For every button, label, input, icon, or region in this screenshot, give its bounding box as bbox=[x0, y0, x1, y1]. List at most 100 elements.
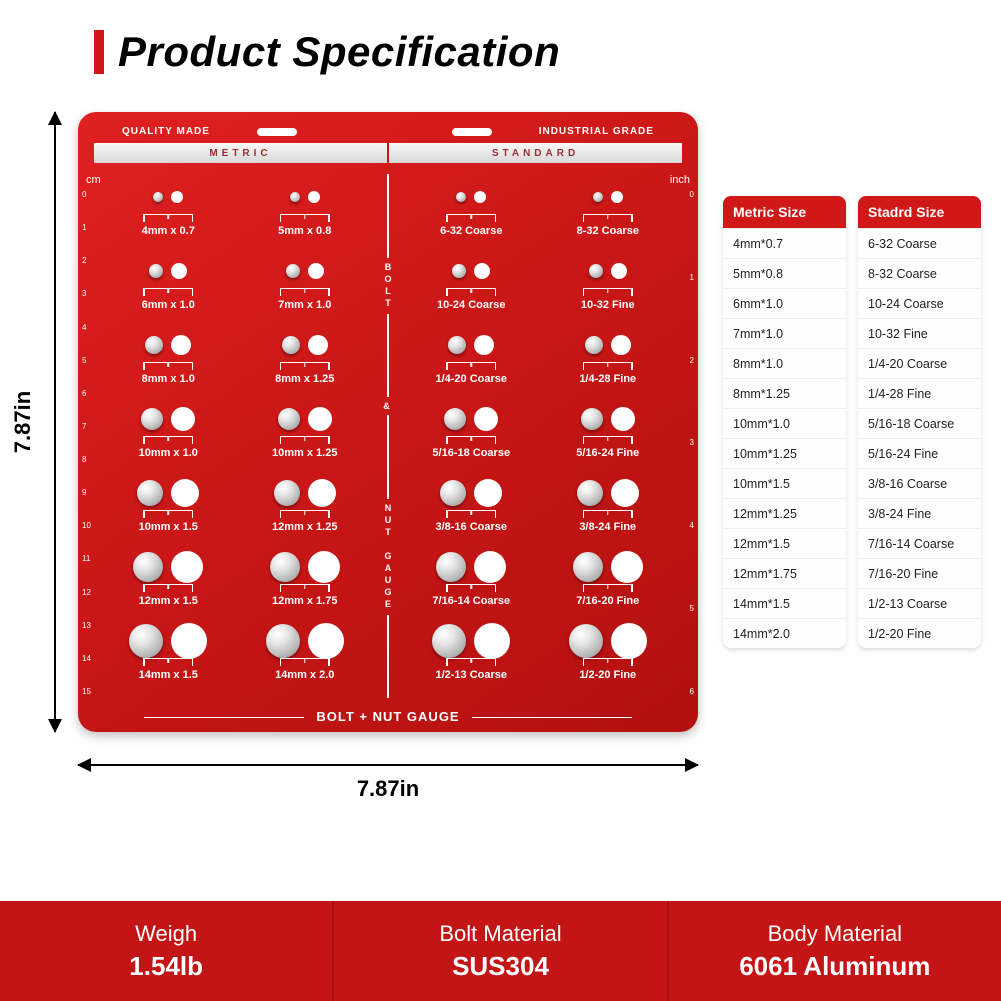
bolt-head bbox=[593, 192, 603, 202]
gauge-cell: 6mm x 1.0 bbox=[100, 252, 237, 326]
table-row: 5mm*0.8 bbox=[723, 258, 846, 288]
standard-table-header: Stadrd Size bbox=[858, 196, 981, 228]
ruler-tick-cm: 15 bbox=[82, 687, 96, 696]
ruler-tick-in: 2 bbox=[680, 356, 694, 365]
gauge-cell: 6-32 Coarse bbox=[403, 178, 540, 252]
specs-bar: Weigh 1.54lb Bolt Material SUS304 Body M… bbox=[0, 901, 1001, 1001]
bolt-head bbox=[577, 480, 603, 506]
ruler-tick-in: 1 bbox=[680, 273, 694, 282]
band-metric: METRIC bbox=[94, 143, 389, 163]
table-row: 7mm*1.0 bbox=[723, 318, 846, 348]
table-row: 1/2-13 Coarse bbox=[858, 588, 981, 618]
gauge-cell: 10-24 Coarse bbox=[403, 252, 540, 326]
size-tick bbox=[446, 658, 496, 668]
gauge-cell: 10mm x 1.25 bbox=[237, 400, 374, 474]
nut-hole bbox=[171, 191, 183, 203]
gauge-cell: 5/16-18 Coarse bbox=[403, 400, 540, 474]
spec-bolt-value: SUS304 bbox=[452, 951, 549, 982]
bolt-head bbox=[274, 480, 300, 506]
bolt-head bbox=[569, 624, 603, 658]
bolt-head bbox=[452, 264, 466, 278]
nut-hole bbox=[171, 407, 195, 431]
bolt-head bbox=[137, 480, 163, 506]
bolt-head bbox=[585, 336, 603, 354]
ruler-tick-cm: 7 bbox=[82, 422, 96, 431]
table-row: 10mm*1.5 bbox=[723, 468, 846, 498]
size-label: 10mm x 1.25 bbox=[272, 447, 337, 459]
size-label: 8mm x 1.25 bbox=[275, 373, 334, 385]
hang-slot-right bbox=[452, 128, 492, 136]
nut-hole bbox=[611, 263, 627, 279]
table-row: 8mm*1.0 bbox=[723, 348, 846, 378]
ruler-tick-cm: 14 bbox=[82, 654, 96, 663]
ruler-tick-cm: 10 bbox=[82, 521, 96, 530]
band-standard: STANDARD bbox=[389, 143, 682, 163]
size-label: 10-24 Coarse bbox=[437, 299, 506, 311]
table-row: 10-32 Fine bbox=[858, 318, 981, 348]
metric-table-header: Metric Size bbox=[723, 196, 846, 228]
ruler-tick-cm: 6 bbox=[82, 389, 96, 398]
size-tick bbox=[583, 510, 633, 520]
size-tick bbox=[583, 584, 633, 594]
size-tick bbox=[280, 436, 330, 446]
ruler-tick-cm: 3 bbox=[82, 289, 96, 298]
size-label: 6-32 Coarse bbox=[440, 225, 502, 237]
nut-hole bbox=[171, 551, 203, 583]
size-label: 1/4-28 Fine bbox=[579, 373, 636, 385]
nut-hole bbox=[171, 623, 207, 659]
table-row: 8-32 Coarse bbox=[858, 258, 981, 288]
spec-bolt-material: Bolt Material SUS304 bbox=[332, 901, 666, 1001]
bolt-head bbox=[290, 192, 300, 202]
size-tick bbox=[446, 362, 496, 372]
bolt-head bbox=[432, 624, 466, 658]
table-row: 14mm*1.5 bbox=[723, 588, 846, 618]
table-row: 8mm*1.25 bbox=[723, 378, 846, 408]
size-tick bbox=[583, 362, 633, 372]
table-row: 12mm*1.25 bbox=[723, 498, 846, 528]
gauge-grid: 4mm x 0.75mm x 0.86-32 Coarse8-32 Coarse… bbox=[100, 178, 676, 696]
size-tick bbox=[143, 436, 193, 446]
size-label: 3/8-16 Coarse bbox=[435, 521, 507, 533]
ruler-tick-in: 6 bbox=[680, 687, 694, 696]
size-label: 10-32 Fine bbox=[581, 299, 635, 311]
nut-hole bbox=[611, 407, 635, 431]
nut-hole bbox=[308, 335, 328, 355]
size-label: 7/16-14 Coarse bbox=[432, 595, 510, 607]
gauge-cell: 8-32 Coarse bbox=[540, 178, 677, 252]
ruler-tick-cm: 11 bbox=[82, 554, 96, 563]
arrow-down-icon bbox=[48, 719, 62, 733]
bolt-head bbox=[149, 264, 163, 278]
size-tables: Metric Size 4mm*0.75mm*0.86mm*1.07mm*1.0… bbox=[723, 196, 981, 648]
spec-weight: Weigh 1.54lb bbox=[0, 901, 332, 1001]
size-label: 7mm x 1.0 bbox=[278, 299, 331, 311]
table-row: 1/2-20 Fine bbox=[858, 618, 981, 648]
bolt-head bbox=[145, 336, 163, 354]
nut-hole bbox=[171, 479, 199, 507]
title-row: Product Specification bbox=[94, 28, 560, 76]
ruler-tick-cm: 1 bbox=[82, 223, 96, 232]
nut-hole bbox=[474, 479, 502, 507]
nut-hole bbox=[308, 479, 336, 507]
ruler-tick-cm: 13 bbox=[82, 621, 96, 630]
gauge-cell: 12mm x 1.75 bbox=[237, 548, 374, 622]
size-tick bbox=[280, 288, 330, 298]
industrial-grade-label: INDUSTRIAL GRADE bbox=[539, 126, 654, 137]
gauge-cell: 7/16-20 Fine bbox=[540, 548, 677, 622]
size-label: 1/2-13 Coarse bbox=[435, 669, 507, 681]
table-row: 4mm*0.7 bbox=[723, 228, 846, 258]
ruler-tick-cm: 8 bbox=[82, 455, 96, 464]
table-row: 7/16-14 Coarse bbox=[858, 528, 981, 558]
page-title: Product Specification bbox=[118, 28, 560, 76]
spec-weight-value: 1.54lb bbox=[129, 951, 203, 982]
gauge-cell: 14mm x 1.5 bbox=[100, 622, 237, 696]
dimension-horizontal: 7.87in bbox=[78, 740, 698, 800]
nut-hole bbox=[611, 623, 647, 659]
plate-top-row: QUALITY MADE INDUSTRIAL GRADE bbox=[94, 122, 682, 137]
size-tick bbox=[143, 362, 193, 372]
size-label: 8mm x 1.0 bbox=[142, 373, 195, 385]
table-row: 5/16-18 Coarse bbox=[858, 408, 981, 438]
bolt-head bbox=[270, 552, 300, 582]
bolt-head bbox=[456, 192, 466, 202]
size-tick bbox=[143, 214, 193, 224]
size-label: 5mm x 0.8 bbox=[278, 225, 331, 237]
